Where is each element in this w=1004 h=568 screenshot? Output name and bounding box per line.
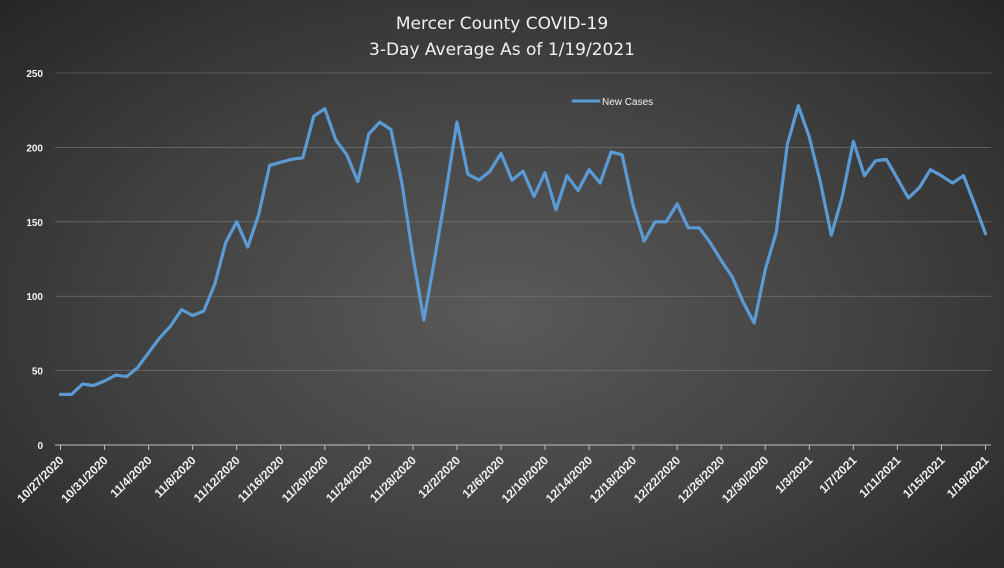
x-tick-label: 1/3/2021 xyxy=(772,453,815,496)
x-tick-label: 11/28/2020 xyxy=(367,453,419,505)
legend: New Cases xyxy=(571,97,653,108)
series-layer xyxy=(58,104,988,396)
y-tick-label: 50 xyxy=(32,367,44,378)
y-tick-label: 100 xyxy=(26,292,43,303)
gridlines xyxy=(55,72,991,371)
x-tick-label: 11/24/2020 xyxy=(323,453,375,505)
x-tick-label: 12/30/2020 xyxy=(719,453,772,506)
chart-title: Mercer County COVID-19 xyxy=(396,14,608,34)
series-line-new-cases xyxy=(58,104,988,396)
x-tick-label: 12/2/2020 xyxy=(415,453,463,501)
y-axis: 0 50 100 150 200 250 xyxy=(26,69,43,452)
chart-subtitle: 3-Day Average As of 1/19/2021 xyxy=(369,40,635,60)
y-tick-label: 200 xyxy=(26,143,43,154)
legend-label-new-cases: New Cases xyxy=(602,97,653,108)
x-tick-label: 11/20/2020 xyxy=(279,453,331,505)
x-axis: 10/27/202010/31/202011/4/202011/8/202011… xyxy=(14,445,992,506)
y-tick-label: 250 xyxy=(26,69,43,80)
x-tick-label: 11/12/2020 xyxy=(191,453,243,505)
y-tick-label: 150 xyxy=(26,218,43,229)
x-tick-label: 11/4/2020 xyxy=(108,453,155,500)
y-tick-label: 0 xyxy=(37,441,43,452)
x-tick-label: 11/16/2020 xyxy=(235,453,287,505)
x-tick-label: 1/15/2021 xyxy=(900,453,948,501)
x-tick-label: 1/19/2021 xyxy=(944,453,992,501)
x-tick-label: 1/11/2021 xyxy=(856,453,903,500)
x-tick-label: 1/7/2021 xyxy=(817,453,860,496)
x-tick-label: 10/31/2020 xyxy=(58,453,111,506)
